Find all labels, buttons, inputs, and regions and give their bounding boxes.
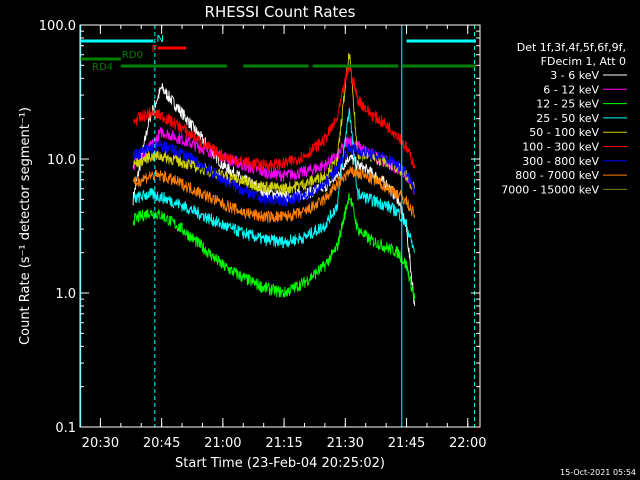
series-line-7: [132, 166, 416, 223]
flag-bars: NF RD0 RD4: [80, 34, 476, 73]
series-line-2: [132, 192, 416, 301]
y-axis-label: Count Rate (s⁻¹ detector segment⁻¹): [18, 107, 33, 345]
plot-frame: [79, 24, 481, 428]
flag-label-RD0: RD0: [122, 50, 143, 61]
series-line-5: [132, 63, 416, 172]
x-axis-ticks: 20:30 20:45 21:00 21:15 21:30 21:45 22:00: [79, 25, 486, 451]
legend-label: 25 - 50 keV: [536, 112, 599, 125]
x-tick-label: 21:15: [265, 436, 302, 451]
y-tick-label: 0.1: [55, 421, 76, 436]
flag-label-N: N: [156, 34, 163, 45]
y-axis-ticks: 0.1 1.0 10.0 100.0: [39, 19, 480, 436]
x-tick-label: 21:45: [388, 436, 425, 451]
legend-header-line-2: FDecim 1, Att 0: [541, 55, 626, 68]
x-tick-label: 20:45: [143, 436, 180, 451]
legend-label: 6 - 12 keV: [543, 83, 599, 96]
y-tick-label: 10.0: [47, 153, 76, 168]
timestamp: 15-Oct-2021 05:54: [560, 468, 636, 477]
series-line-4: [132, 53, 416, 195]
legend-label: 100 - 300 keV: [522, 141, 599, 154]
x-tick-label: 20:30: [82, 436, 119, 451]
series-traces: [132, 53, 416, 307]
x-tick-label: 21:00: [204, 436, 241, 451]
flag-vertical-lines: [80, 25, 476, 427]
y-tick-label: 100.0: [39, 19, 76, 34]
legend-label: 3 - 6 keV: [550, 69, 599, 82]
series-line-6: [132, 140, 416, 207]
chart-title: RHESSI Count Rates: [205, 3, 356, 21]
legend-label: 300 - 800 keV: [522, 155, 599, 168]
x-tick-label: 21:30: [327, 436, 364, 451]
legend-label: 800 - 7000 keV: [515, 169, 599, 182]
legend-label: 12 - 25 keV: [536, 98, 599, 111]
legend-label: 7000 - 15000 keV: [501, 183, 599, 196]
series-line-3: [132, 107, 416, 253]
legend-label: 50 - 100 keV: [529, 126, 599, 139]
flag-label-F: F: [152, 44, 158, 55]
x-axis-label: Start Time (23-Feb-04 20:25:02): [175, 456, 385, 471]
legend-header-line-1: Det 1f,3f,4f,5f,6f,9f,: [517, 41, 626, 54]
flag-label-RD4: RD4: [92, 62, 113, 73]
x-tick-label: 22:00: [449, 436, 486, 451]
y-tick-label: 1.0: [55, 287, 76, 302]
